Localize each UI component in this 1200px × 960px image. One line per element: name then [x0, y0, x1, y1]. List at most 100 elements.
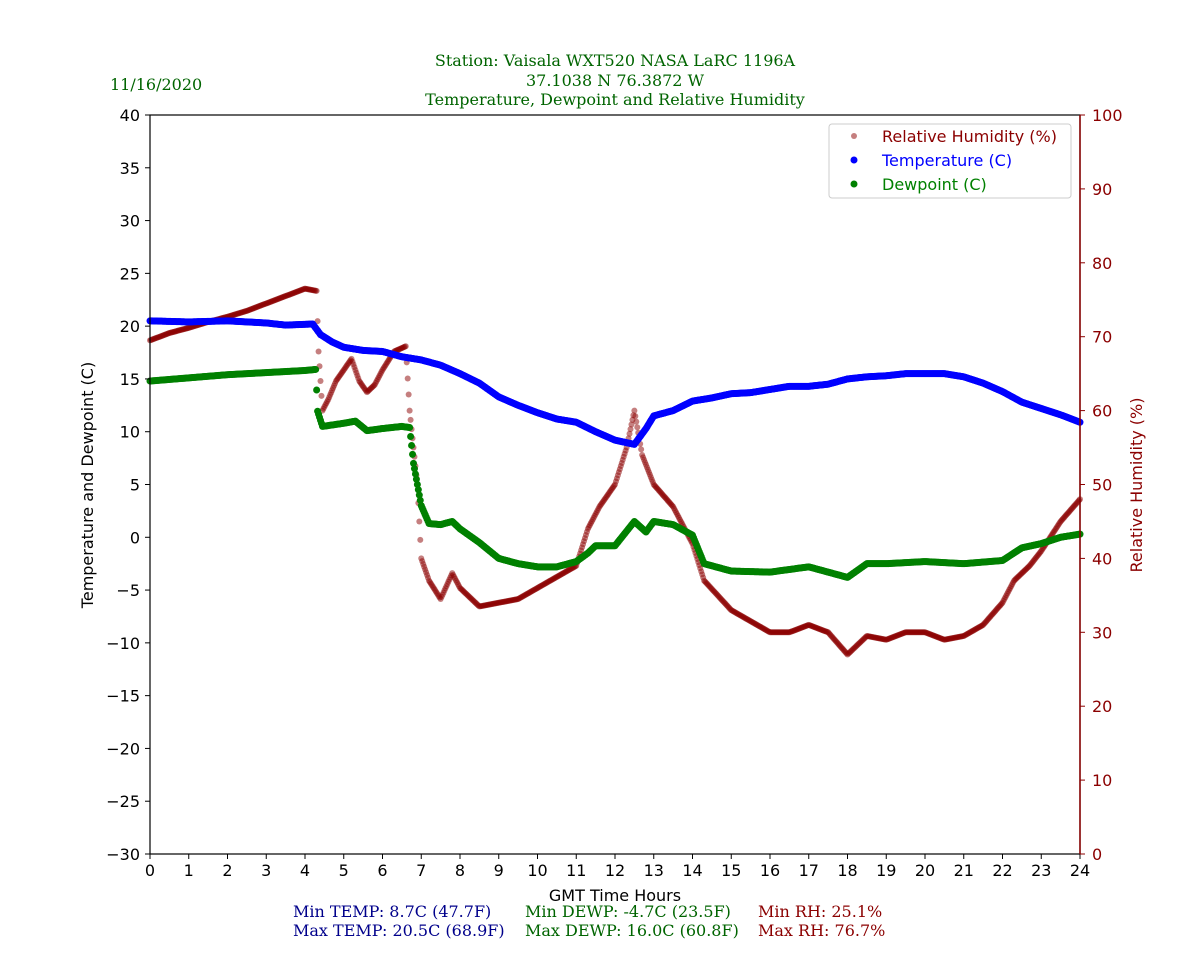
series-dewpoint: [146, 365, 1084, 581]
x-tick-label: 4: [300, 861, 310, 880]
title-line-1: Station: Vaisala WXT520 NASA LaRC 1196A: [435, 51, 796, 70]
x-tick-label: 24: [1070, 861, 1090, 880]
x-tick-label: 11: [566, 861, 586, 880]
y2-tick-label: 70: [1092, 328, 1112, 347]
date-label: 11/16/2020: [110, 75, 202, 94]
data-point: [402, 343, 409, 350]
x-tick-label: 5: [339, 861, 349, 880]
data-point: [638, 446, 645, 453]
x-tick-label: 6: [377, 861, 387, 880]
x-tick-label: 13: [644, 861, 664, 880]
legend-label-temp: Temperature (C): [881, 151, 1012, 170]
y-tick-label: 20: [120, 317, 140, 336]
x-tick-label: 0: [145, 861, 155, 880]
x-tick-label: 18: [837, 861, 857, 880]
y2-tick-label: 50: [1092, 476, 1112, 495]
data-point: [416, 518, 423, 525]
y-tick-label: 30: [120, 212, 140, 231]
data-point: [626, 430, 633, 437]
legend-marker-temp: [850, 156, 858, 164]
y2-tick-label: 30: [1092, 623, 1112, 642]
max-rh-stat: Max RH: 76.7%: [758, 921, 885, 940]
series-temperature: [146, 317, 1084, 448]
x-tick-label: 17: [799, 861, 819, 880]
x-tick-label: 2: [222, 861, 232, 880]
data-point: [410, 465, 418, 473]
x-tick-label: 9: [494, 861, 504, 880]
min-rh-stat: Min RH: 25.1%: [758, 902, 882, 921]
data-point: [410, 459, 417, 467]
y-tick-label: 35: [120, 159, 140, 178]
data-point: [416, 496, 424, 504]
x-tick-label: 21: [954, 861, 974, 880]
y-tick-label: −20: [106, 739, 140, 758]
max-dewp-stat: Max DEWP: 16.0C (60.8F): [525, 921, 739, 940]
legend: Relative Humidity (%) Temperature (C) De…: [828, 123, 1072, 199]
legend-label-dewp: Dewpoint (C): [882, 175, 987, 194]
y2-tick-label: 80: [1092, 254, 1112, 273]
y-tick-label: 15: [120, 370, 140, 389]
data-point: [405, 391, 412, 398]
min-dewp-stat: Min DEWP: -4.7C (23.5F): [525, 902, 731, 921]
data-point: [404, 375, 411, 382]
data-point: [633, 418, 640, 425]
x-tick-label: 14: [682, 861, 702, 880]
data-point: [312, 365, 320, 373]
data-point: [313, 386, 321, 394]
data-point: [634, 424, 641, 431]
y2-axis-label: Relative Humidity (%): [1127, 398, 1146, 573]
y2-tick-label: 90: [1092, 180, 1112, 199]
axes: 0 1 2 3 4 5 6 7 8 9 10 11 12 13 14 15 16 17 18 19 20 21 22 23 24…: [106, 106, 1122, 880]
y2-tick-label: 40: [1092, 549, 1112, 568]
y2-tick-label: 100: [1092, 106, 1123, 125]
data-point: [632, 413, 639, 420]
data-point: [406, 407, 413, 414]
legend-box: [828, 123, 1072, 199]
data-point: [414, 486, 422, 494]
title-line-2: 37.1038 N 76.3872 W: [526, 71, 705, 90]
y2-tick-label: 10: [1092, 771, 1112, 790]
x-tick-label: 12: [605, 861, 625, 880]
y-axis-label: Temperature and Dewpoint (C): [78, 362, 97, 609]
data-point: [412, 475, 420, 483]
data-point: [407, 416, 414, 423]
y-tick-label: 40: [120, 106, 140, 125]
data-point: [407, 432, 415, 440]
x-tick-label: 1: [184, 861, 194, 880]
data-point: [315, 348, 322, 355]
y-tick-label: 5: [130, 476, 140, 495]
data-point: [411, 470, 419, 478]
data-point: [317, 378, 324, 385]
data-point: [406, 423, 414, 431]
data-point: [415, 491, 423, 499]
data-point: [313, 287, 320, 294]
x-tick-label: 22: [992, 861, 1012, 880]
data-point: [314, 318, 321, 325]
x-tick-label: 8: [455, 861, 465, 880]
legend-marker-dewp: [850, 180, 858, 188]
x-tick-label: 3: [261, 861, 271, 880]
legend-label-rh: Relative Humidity (%): [882, 127, 1057, 146]
y2-tick-label: 60: [1092, 402, 1112, 421]
legend-marker-rh: [851, 133, 857, 139]
data-point: [628, 421, 635, 428]
data-points: [146, 285, 1084, 658]
x-tick-label: 7: [416, 861, 426, 880]
x-tick-label: 23: [1031, 861, 1051, 880]
y2-tick-label: 20: [1092, 697, 1112, 716]
max-temp-stat: Max TEMP: 20.5C (68.9F): [293, 921, 505, 940]
data-point: [631, 407, 638, 414]
min-temp-stat: Min TEMP: 8.7C (47.7F): [293, 902, 491, 921]
y-tick-label: −10: [106, 634, 140, 653]
x-tick-label: 20: [915, 861, 935, 880]
x-tick-label: 16: [760, 861, 780, 880]
x-tick-label: 15: [721, 861, 741, 880]
x-tick-label: 19: [876, 861, 896, 880]
y-tick-label: 25: [120, 264, 140, 283]
x-axis-label: GMT Time Hours: [549, 886, 681, 905]
data-point: [409, 450, 417, 458]
y2-tick-label: 0: [1092, 845, 1102, 864]
data-point: [627, 426, 634, 433]
y-tick-label: −30: [106, 845, 140, 864]
